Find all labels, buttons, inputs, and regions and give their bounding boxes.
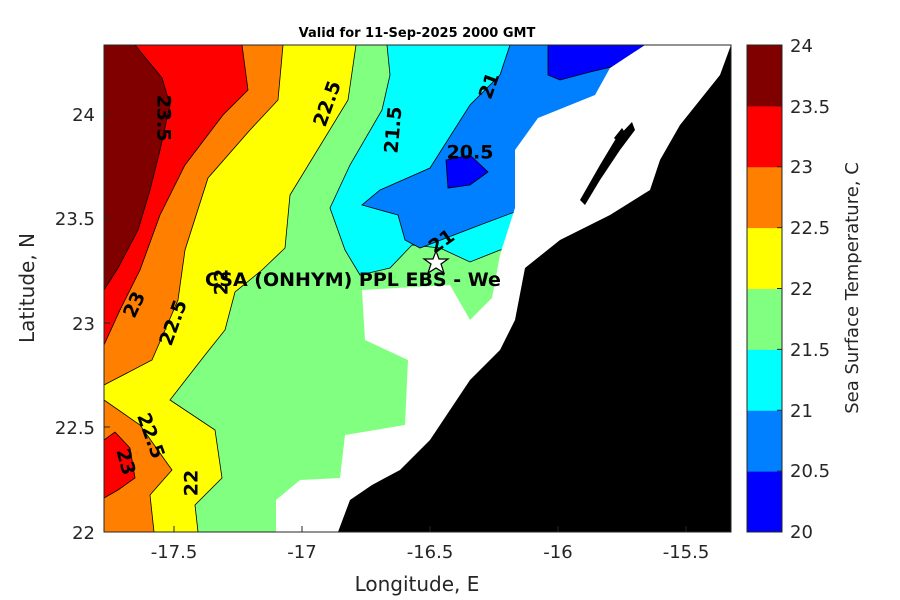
x-tick-label: -17.5 xyxy=(151,542,198,563)
colorbar-tick-label: 21 xyxy=(790,401,813,422)
sst-region-24 xyxy=(104,45,171,291)
figure-title: Valid for 11-Sep-2025 2000 GMT xyxy=(299,26,536,41)
contour-label: 22 xyxy=(211,269,233,295)
colorbar-tick-label: 24 xyxy=(790,36,813,57)
colorbar: 20 20.5 21 21.5 22 22.5 23 23.5 24 Sea S… xyxy=(746,36,863,543)
y-tick-label: 22.5 xyxy=(55,418,95,439)
sst-map xyxy=(104,45,731,532)
x-tick-label: -17 xyxy=(287,542,316,563)
colorbar-swatch xyxy=(747,166,782,229)
y-tick-label: 24 xyxy=(72,105,95,126)
y-axis-label: Latitude, N xyxy=(15,233,39,343)
colorbar-swatch xyxy=(747,227,782,289)
colorbar-tick-label: 23.5 xyxy=(790,97,830,118)
colorbar-swatch xyxy=(747,288,782,350)
contour-label: 23.5 xyxy=(153,95,175,142)
land-peninsula xyxy=(580,122,635,205)
sst-region-20.5-north xyxy=(547,45,646,81)
colorbar-tick-label: 21.5 xyxy=(790,340,830,361)
y-tick-label: 23 xyxy=(72,314,95,335)
colorbar-swatch xyxy=(747,349,782,411)
colorbar-swatch xyxy=(747,471,782,533)
colorbar-tick-label: 23 xyxy=(790,157,813,178)
colorbar-tick-label: 20.5 xyxy=(790,461,830,482)
sst-region-20.5-center xyxy=(445,154,489,189)
colorbar-label: Sea Surface Temperature, C xyxy=(842,162,863,414)
x-tick-label: -15.5 xyxy=(663,542,710,563)
sst-region-23-south xyxy=(104,431,136,499)
y-tick-label: 23.5 xyxy=(55,209,95,230)
colorbar-tick-label: 22 xyxy=(790,279,813,300)
contour-label: 20.5 xyxy=(447,142,494,164)
colorbar-tick-label: 22.5 xyxy=(790,218,830,239)
land-islet xyxy=(614,128,626,142)
colorbar-tick-label: 20 xyxy=(790,522,813,543)
land-africa xyxy=(338,45,731,532)
x-axis: -17.5 -17 -16.5 -16 -15.5 Longitude, E xyxy=(151,526,710,596)
y-axis: 22 22.5 23 23.5 24 Latitude, N xyxy=(15,105,110,544)
contour-label: 22 xyxy=(181,470,203,496)
x-tick-label: -16.5 xyxy=(407,542,454,563)
colorbar-swatch xyxy=(747,105,782,168)
x-tick-label: -16 xyxy=(543,542,572,563)
map-axes-box xyxy=(103,44,732,533)
contour-label: 21.5 xyxy=(381,106,407,155)
colorbar-swatch xyxy=(747,410,782,472)
colorbar-swatch xyxy=(747,45,782,107)
y-tick-label: 22 xyxy=(72,523,95,544)
x-axis-label: Longitude, E xyxy=(355,572,480,596)
site-star-icon xyxy=(422,249,450,275)
site-label: CSA (ONHYM) PPL EBS - We xyxy=(205,269,501,291)
